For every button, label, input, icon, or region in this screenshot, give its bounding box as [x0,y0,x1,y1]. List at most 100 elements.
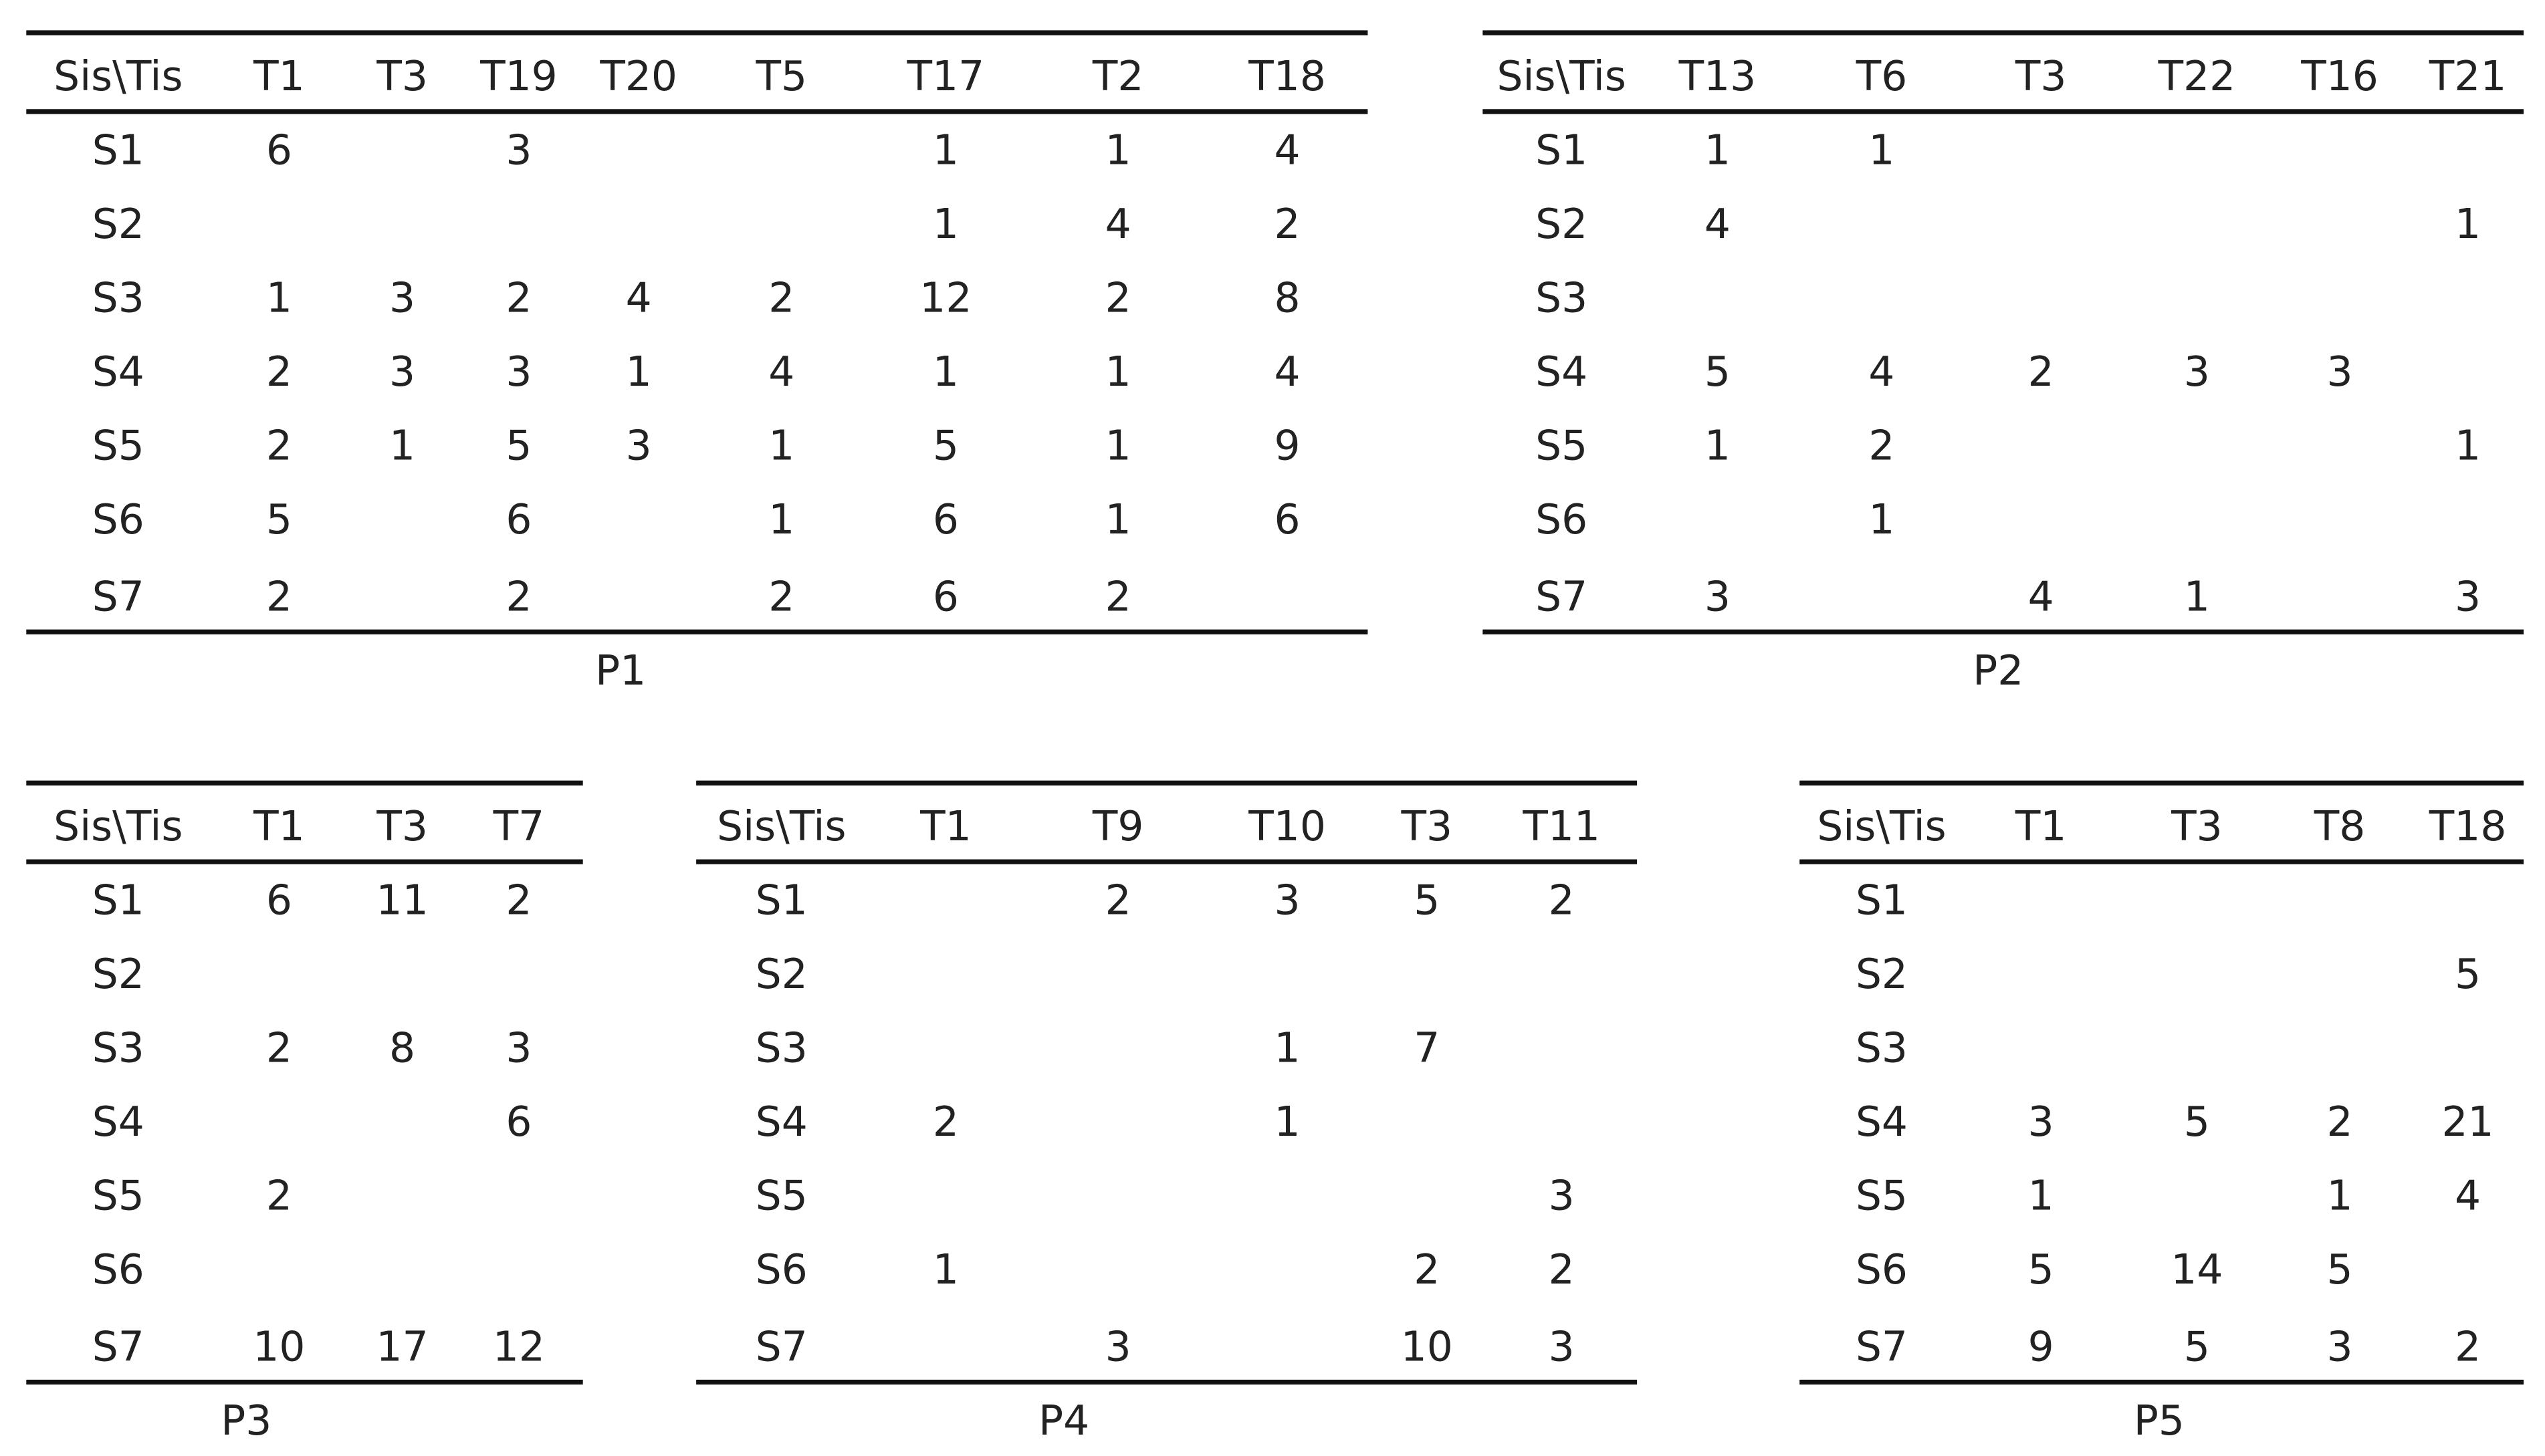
cell: 5 [1704,348,1731,396]
cell: 5 [2028,1246,2054,1294]
header-cell: T17 [907,53,985,100]
table-caption: P5 [2134,1397,2185,1445]
row-label: S2 [1535,201,1587,248]
header-cell: T5 [756,53,808,100]
cell: 2 [266,348,292,396]
cell: 1 [1704,126,1731,174]
row-label: S5 [92,422,144,469]
header-cell: T18 [2429,803,2507,850]
header-cell: T1 [253,53,305,100]
cell: 6 [506,1098,532,1146]
cell: 1 [1704,422,1731,469]
cell: 1 [2455,422,2481,469]
header-cell: T13 [1678,53,1757,100]
cell: 4 [1868,348,1894,396]
cell: 1 [768,422,794,469]
cell: 1 [389,422,415,469]
cell: 2 [266,422,292,469]
row-label: S7 [1856,1323,1908,1370]
cell: 1 [2455,201,2481,248]
cell: 4 [1275,126,1301,174]
row-label: S6 [1856,1246,1908,1294]
row-label: S7 [92,573,144,620]
row-label: S1 [1856,877,1908,925]
header-cell: T3 [376,53,428,100]
cell: 3 [506,126,532,174]
cell: 1 [1868,496,1894,543]
table-caption: P3 [221,1397,271,1445]
header-cell: Sis\Tis [1497,53,1626,100]
row-label: S1 [756,877,808,925]
cell: 2 [933,1098,959,1146]
cell: 2 [1105,877,1131,925]
cell: 6 [933,573,959,620]
cell: 6 [933,496,959,543]
row-label: S3 [92,1025,144,1072]
cell: 5 [2327,1246,2353,1294]
row-label: S5 [756,1173,808,1220]
cell: 4 [768,348,794,396]
row-label: S7 [92,1323,144,1370]
header-cell: T18 [1248,53,1326,100]
row-label: S4 [92,1098,144,1146]
cell: 2 [2327,1098,2353,1146]
cell: 1 [1105,126,1131,174]
cell: 3 [2184,348,2210,396]
cell: 1 [1105,422,1131,469]
row-label: S1 [92,877,144,925]
header-cell: Sis\Tis [53,803,183,850]
cell: 1 [2327,1173,2353,1220]
cell: 2 [266,573,292,620]
cell: 5 [2184,1098,2210,1146]
cell: 1 [2184,573,2210,620]
row-label: S4 [92,348,144,396]
cell: 1 [1868,126,1894,174]
header-cell: T1 [919,803,972,850]
cell: 5 [506,422,532,469]
header-cell: T6 [1856,53,1908,100]
header-cell: T9 [1092,803,1144,850]
cell: 2 [2028,348,2054,396]
cell: 1 [1105,348,1131,396]
cell: 4 [1275,348,1301,396]
cell: 1 [933,126,959,174]
cell: 3 [2455,573,2481,620]
row-label: S5 [1535,422,1587,469]
cell: 5 [2184,1323,2210,1370]
table-caption: P1 [595,647,646,695]
header-cell: T20 [599,53,677,100]
cell: 6 [266,126,292,174]
row-label: S1 [92,126,144,174]
cell: 10 [253,1323,305,1370]
row-label: S3 [1535,274,1587,322]
cell: 2 [506,274,532,322]
cell: 3 [1549,1323,1575,1370]
cell: 2 [1868,422,1894,469]
row-label: S2 [92,951,144,998]
header-cell: Sis\Tis [53,53,183,100]
cell: 3 [389,348,415,396]
header-cell: T8 [2314,803,2366,850]
header-cell: T1 [253,803,305,850]
header-cell: T3 [1401,803,1453,850]
header-cell: T1 [2015,803,2067,850]
cell: 3 [1704,573,1731,620]
cell: 1 [626,348,652,396]
cell: 2 [1549,877,1575,925]
header-cell: T21 [2429,53,2507,100]
cell: 2 [768,274,794,322]
row-label: S3 [92,274,144,322]
cell: 3 [1105,1323,1131,1370]
cell: 2 [1105,573,1131,620]
cell: 3 [506,348,532,396]
row-label: S4 [1856,1098,1908,1146]
header-cell: T3 [376,803,428,850]
cell: 6 [506,496,532,543]
row-label: S4 [1535,348,1587,396]
cell: 2 [1275,201,1301,248]
cell: 1 [1275,1098,1301,1146]
cell: 21 [2442,1098,2494,1146]
row-label: S3 [756,1025,808,1072]
row-label: S2 [92,201,144,248]
